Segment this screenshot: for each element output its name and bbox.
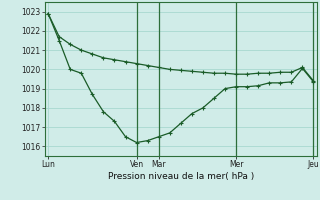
X-axis label: Pression niveau de la mer( hPa ): Pression niveau de la mer( hPa ) [108, 172, 254, 181]
